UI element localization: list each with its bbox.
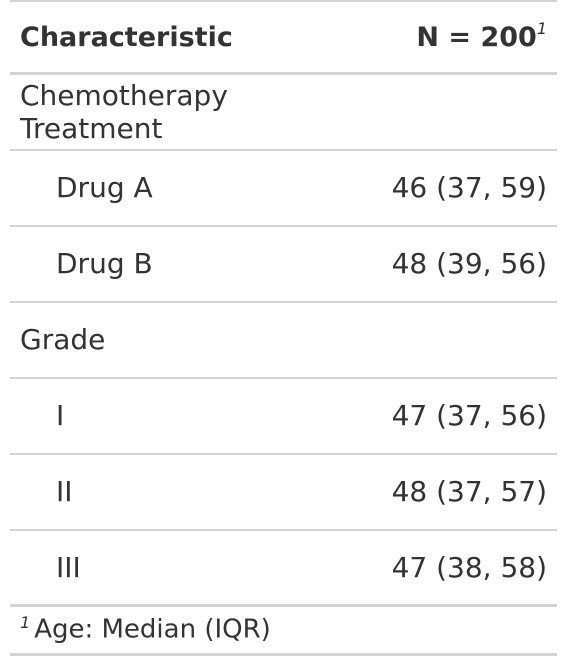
table-footer: 1 Age: Median (IQR) (10, 606, 557, 655)
row-label: Grade (20, 323, 106, 356)
footnote-mark: 1 (20, 613, 31, 632)
characteristic-header-label: Characteristic (20, 21, 233, 53)
table-row-grade: Grade (10, 302, 557, 378)
table-row-chemotherapy-treatment: Chemotherapy Treatment (10, 74, 557, 150)
row-label: II (56, 475, 73, 508)
header-footnote-mark: 1 (536, 19, 547, 38)
table-body: Chemotherapy Treatment Drug A 46 (37, 59… (10, 74, 557, 606)
summary-table-container: Characteristic N = 2001 Chemotherapy Tre… (10, 0, 557, 656)
row-value: 48 (37, 57) (391, 475, 547, 508)
footnote-text: Age: Median (IQR) (34, 614, 271, 645)
table-row-grade-ii: II 48 (37, 57) (10, 454, 557, 530)
row-value: 47 (38, 58) (391, 550, 547, 584)
row-label: Drug A (56, 171, 153, 204)
table-row-drug-b: Drug B 48 (39, 56) (10, 226, 557, 302)
table-row-grade-i: I 47 (37, 56) (10, 378, 557, 454)
table-row-drug-a: Drug A 46 (37, 59) (10, 150, 557, 226)
row-label: III (56, 550, 81, 584)
row-value: 47 (37, 56) (391, 399, 547, 432)
row-value: 48 (39, 56) (391, 247, 547, 280)
row-label: Chemotherapy Treatment (20, 78, 228, 145)
n-header-label: N = 200 (416, 22, 537, 53)
summary-table: Characteristic N = 2001 Chemotherapy Tre… (10, 0, 557, 656)
row-value (370, 302, 557, 378)
row-value: 46 (37, 59) (391, 171, 547, 204)
column-header-n: N = 2001 (370, 1, 557, 74)
footnote: 1 Age: Median (IQR) (10, 606, 557, 655)
footnote-row: 1 Age: Median (IQR) (10, 606, 557, 655)
row-label: I (56, 399, 65, 432)
table-row-grade-iii: III 47 (38, 58) (10, 530, 557, 606)
row-label: Drug B (56, 247, 153, 280)
header-row: Characteristic N = 2001 (10, 1, 557, 74)
table-header: Characteristic N = 2001 (10, 1, 557, 74)
column-header-characteristic: Characteristic (10, 1, 370, 74)
row-value (370, 74, 557, 150)
